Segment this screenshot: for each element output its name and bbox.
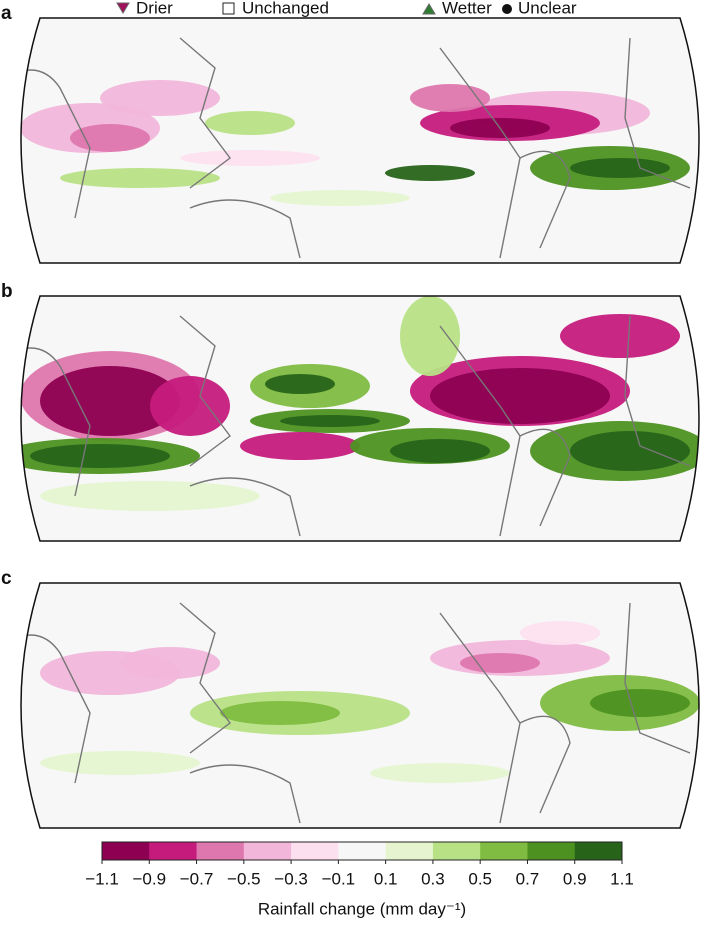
coastline bbox=[519, 150, 571, 249]
coastline bbox=[179, 315, 231, 467]
coastline bbox=[439, 325, 521, 537]
coastline bbox=[439, 612, 521, 824]
colorbar-segment bbox=[385, 842, 434, 860]
panel-label: b bbox=[1, 281, 13, 302]
rainfall-pattern bbox=[280, 415, 380, 427]
rainfall-pattern bbox=[40, 751, 200, 775]
rainfall-pattern bbox=[180, 150, 320, 166]
legend-label: Drier bbox=[136, 0, 173, 17]
colorbar-frame bbox=[101, 841, 623, 861]
coastline bbox=[519, 715, 571, 814]
rainfall-pattern bbox=[370, 763, 510, 783]
rainfall-pattern bbox=[100, 80, 220, 116]
colorbar-tick-label: −0.1 bbox=[322, 869, 356, 888]
coastline bbox=[189, 477, 301, 537]
rainfall-pattern bbox=[40, 481, 260, 511]
coastline bbox=[21, 69, 91, 219]
rainfall-pattern bbox=[570, 158, 670, 178]
coastline bbox=[21, 634, 91, 784]
rainfall-pattern bbox=[410, 84, 490, 112]
coastline bbox=[179, 602, 231, 754]
colorbar-tick-label: 1.1 bbox=[610, 869, 634, 888]
rainfall-pattern bbox=[385, 165, 475, 181]
colorbar-segment bbox=[527, 842, 576, 860]
colorbar-segment bbox=[291, 842, 339, 860]
colorbar-tick-label: 0.3 bbox=[421, 869, 445, 888]
rainfall-pattern bbox=[40, 366, 180, 436]
coastline bbox=[519, 428, 571, 527]
rainfall-field bbox=[21, 602, 699, 824]
colorbar-segment bbox=[149, 842, 198, 860]
rainfall-pattern bbox=[240, 432, 360, 460]
rainfall-pattern bbox=[220, 701, 340, 725]
rainfall-field bbox=[21, 37, 691, 259]
rainfall-pattern bbox=[460, 653, 540, 673]
rainfall-pattern bbox=[590, 689, 690, 717]
colorbar-segment bbox=[432, 842, 481, 860]
colorbar-segment bbox=[243, 842, 292, 860]
legend-symbol bbox=[222, 2, 235, 15]
colorbar-tick-label: 0.5 bbox=[468, 869, 492, 888]
rainfall-pattern bbox=[30, 444, 170, 468]
rainfall-pattern bbox=[70, 124, 150, 152]
rainfall-pattern bbox=[430, 368, 610, 424]
legend-label: Unclear bbox=[518, 0, 577, 17]
legend-symbol bbox=[502, 4, 512, 14]
colorbar: −1.1 −0.9 −0.7 −0.5 −0.3 −0.1 0.1 0.3 0.5 0.7 0.9 1… bbox=[85, 841, 634, 918]
colorbar-segment bbox=[338, 842, 387, 860]
colorbar-tick-label: −0.9 bbox=[132, 869, 166, 888]
legend-label: Unchanged bbox=[242, 0, 329, 17]
map-panel bbox=[20, 295, 700, 542]
coastline bbox=[624, 315, 691, 467]
map-panel bbox=[20, 17, 700, 264]
legend-symbol bbox=[116, 2, 130, 14]
panel-label: c bbox=[1, 568, 12, 589]
colorbar-tick-label: −0.3 bbox=[274, 869, 308, 888]
legend-symbol bbox=[422, 3, 436, 15]
rainfall-pattern bbox=[570, 431, 690, 471]
colorbar-segment bbox=[102, 842, 150, 860]
rainfall-pattern bbox=[390, 439, 490, 463]
panel-label: a bbox=[1, 3, 12, 24]
coastline bbox=[189, 199, 301, 259]
colorbar-tick-label: 0.1 bbox=[374, 869, 398, 888]
rainfall-pattern bbox=[520, 621, 600, 645]
colorbar-title: Rainfall change (mm day⁻¹) bbox=[258, 899, 466, 918]
coastline bbox=[179, 37, 231, 189]
coastline bbox=[624, 602, 691, 754]
colorbar-tick-label: 0.7 bbox=[516, 869, 540, 888]
legend: Drier Unchanged Wetter Unclear bbox=[116, 0, 577, 17]
colorbar-tick-label: −1.1 bbox=[85, 869, 119, 888]
coastline bbox=[624, 37, 691, 189]
rainfall-pattern bbox=[205, 111, 295, 135]
colorbar-segment bbox=[480, 842, 528, 860]
coastline bbox=[439, 47, 521, 259]
colorbar-tick-label: −0.5 bbox=[227, 869, 261, 888]
rainfall-pattern bbox=[400, 296, 460, 376]
rainfall-pattern bbox=[270, 190, 410, 206]
coastline bbox=[189, 764, 301, 824]
coastline bbox=[21, 347, 91, 497]
rainfall-field bbox=[21, 296, 699, 537]
rainfall-pattern bbox=[265, 374, 335, 394]
rainfall-pattern bbox=[120, 647, 220, 679]
colorbar-tick-label: 0.9 bbox=[563, 869, 587, 888]
legend-label: Wetter bbox=[442, 0, 492, 17]
colorbar-segment bbox=[196, 842, 245, 860]
map-panel bbox=[20, 582, 700, 829]
rainfall-pattern bbox=[60, 168, 220, 188]
colorbar-tick-label: −0.7 bbox=[180, 869, 214, 888]
rainfall-pattern bbox=[150, 376, 230, 436]
colorbar-segment bbox=[574, 842, 623, 860]
rainfall-pattern bbox=[560, 314, 680, 358]
